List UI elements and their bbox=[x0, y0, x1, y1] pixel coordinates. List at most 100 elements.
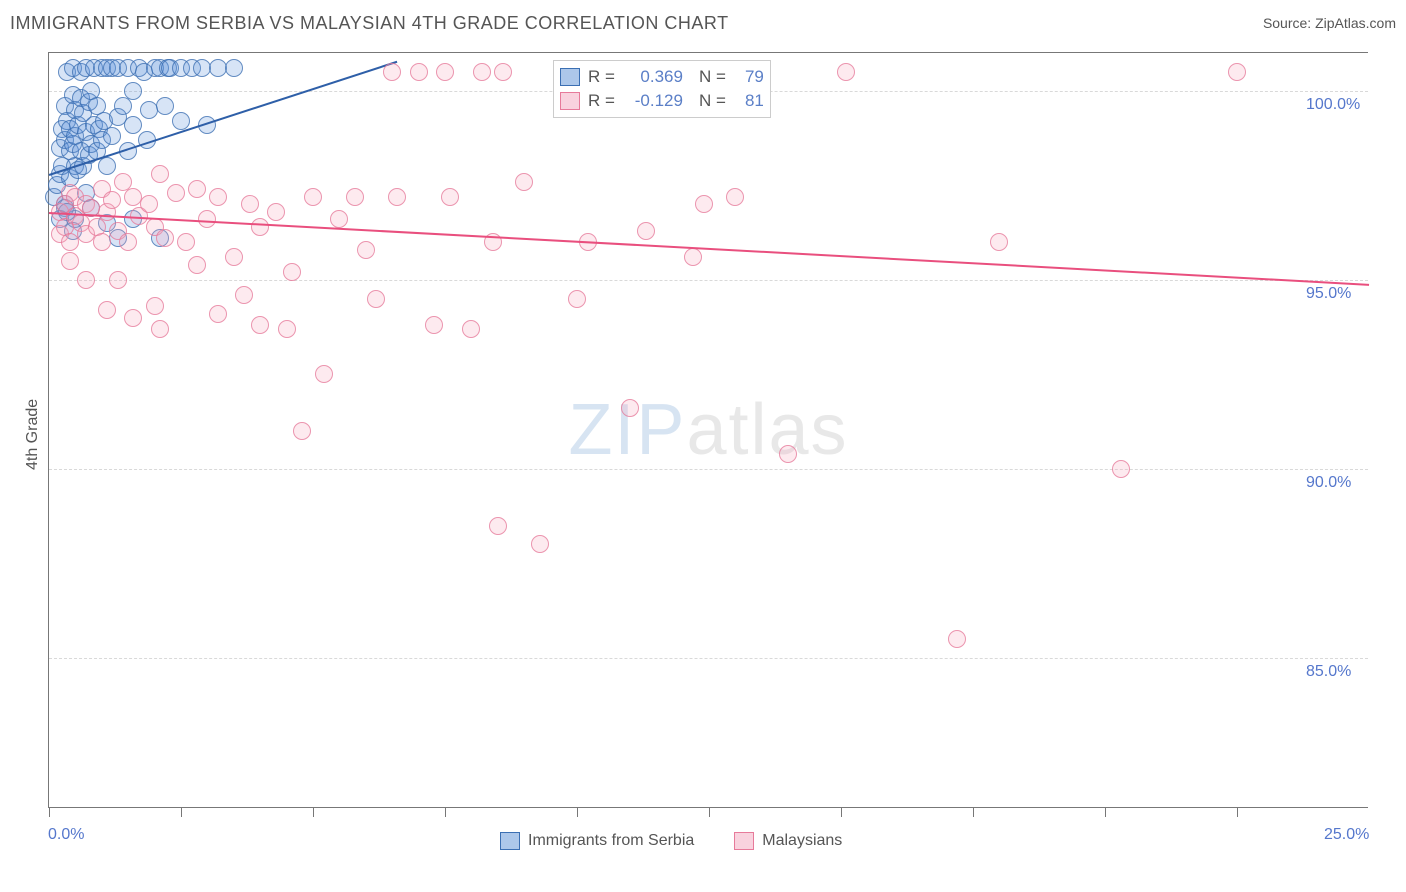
y-tick-label: 95.0% bbox=[1306, 285, 1351, 303]
data-point bbox=[167, 184, 185, 202]
data-point bbox=[383, 63, 401, 81]
data-point bbox=[990, 233, 1008, 251]
r-value: 0.369 bbox=[623, 67, 683, 87]
data-point bbox=[225, 59, 243, 77]
data-point bbox=[1112, 460, 1130, 478]
header: IMMIGRANTS FROM SERBIA VS MALAYSIAN 4TH … bbox=[0, 0, 1406, 46]
data-point bbox=[837, 63, 855, 81]
chart-title: IMMIGRANTS FROM SERBIA VS MALAYSIAN 4TH … bbox=[10, 13, 729, 34]
data-point bbox=[367, 290, 385, 308]
data-point bbox=[188, 256, 206, 274]
data-point bbox=[283, 263, 301, 281]
correlation-row: R = 0.369 N = 79 bbox=[560, 65, 764, 89]
data-point bbox=[98, 301, 116, 319]
r-value: -0.129 bbox=[623, 91, 683, 111]
x-tick bbox=[313, 807, 314, 817]
data-point bbox=[241, 195, 259, 213]
data-point bbox=[304, 188, 322, 206]
data-point bbox=[124, 82, 142, 100]
data-point bbox=[315, 365, 333, 383]
data-point bbox=[425, 316, 443, 334]
data-point bbox=[695, 195, 713, 213]
data-point bbox=[473, 63, 491, 81]
data-point bbox=[293, 422, 311, 440]
data-point bbox=[515, 173, 533, 191]
data-point bbox=[346, 188, 364, 206]
data-point bbox=[278, 320, 296, 338]
x-tick bbox=[1105, 807, 1106, 817]
data-point bbox=[156, 97, 174, 115]
data-point bbox=[494, 63, 512, 81]
y-tick-label: 100.0% bbox=[1306, 96, 1360, 114]
data-point bbox=[330, 210, 348, 228]
x-tick bbox=[841, 807, 842, 817]
x-tick bbox=[709, 807, 710, 817]
data-point bbox=[146, 297, 164, 315]
n-value: 81 bbox=[734, 91, 764, 111]
legend-swatch bbox=[560, 68, 580, 86]
data-point bbox=[489, 517, 507, 535]
x-tick bbox=[49, 807, 50, 817]
x-tick bbox=[1237, 807, 1238, 817]
data-point bbox=[103, 127, 121, 145]
data-point bbox=[684, 248, 702, 266]
legend-swatch bbox=[734, 832, 754, 850]
x-tick bbox=[181, 807, 182, 817]
data-point bbox=[225, 248, 243, 266]
y-axis-title: 4th Grade bbox=[24, 399, 42, 470]
correlation-row: R =-0.129N =81 bbox=[560, 89, 764, 113]
r-label: R = bbox=[588, 91, 615, 111]
data-point bbox=[948, 630, 966, 648]
data-point bbox=[109, 271, 127, 289]
data-point bbox=[151, 165, 169, 183]
x-tick-label: 0.0% bbox=[48, 826, 84, 844]
x-tick-label: 25.0% bbox=[1324, 826, 1369, 844]
data-point bbox=[61, 252, 79, 270]
data-point bbox=[621, 399, 639, 417]
source-label: Source: ZipAtlas.com bbox=[1263, 15, 1396, 31]
data-point bbox=[188, 180, 206, 198]
data-point bbox=[441, 188, 459, 206]
data-point bbox=[77, 271, 95, 289]
trend-line bbox=[49, 212, 1369, 286]
data-point bbox=[114, 97, 132, 115]
r-label: R = bbox=[588, 67, 615, 87]
data-point bbox=[568, 290, 586, 308]
data-point bbox=[177, 233, 195, 251]
n-value: 79 bbox=[734, 67, 764, 87]
watermark: ZIPatlas bbox=[568, 389, 848, 471]
data-point bbox=[124, 116, 142, 134]
data-point bbox=[235, 286, 253, 304]
legend-item: Malaysians bbox=[734, 832, 842, 850]
data-point bbox=[156, 229, 174, 247]
gridline bbox=[49, 469, 1368, 470]
data-point bbox=[388, 188, 406, 206]
legend-swatch bbox=[500, 832, 520, 850]
x-tick bbox=[445, 807, 446, 817]
data-point bbox=[172, 112, 190, 130]
data-point bbox=[436, 63, 454, 81]
data-point bbox=[103, 191, 121, 209]
y-tick-label: 85.0% bbox=[1306, 663, 1351, 681]
gridline bbox=[49, 658, 1368, 659]
y-tick-label: 90.0% bbox=[1306, 474, 1351, 492]
data-point bbox=[140, 195, 158, 213]
legend-label: Immigrants from Serbia bbox=[528, 832, 694, 849]
data-point bbox=[410, 63, 428, 81]
correlation-legend: R = 0.369 N = 79R = -0.129 N = 81 bbox=[553, 60, 771, 118]
data-point bbox=[209, 188, 227, 206]
data-point bbox=[726, 188, 744, 206]
data-point bbox=[119, 233, 137, 251]
watermark-part2: atlas bbox=[686, 390, 848, 470]
x-tick bbox=[577, 807, 578, 817]
legend-swatch bbox=[560, 92, 580, 110]
data-point bbox=[98, 157, 116, 175]
data-point bbox=[779, 445, 797, 463]
data-point bbox=[93, 233, 111, 251]
data-point bbox=[209, 305, 227, 323]
legend-label: Malaysians bbox=[762, 832, 842, 849]
data-point bbox=[357, 241, 375, 259]
n-label: N = bbox=[699, 67, 726, 87]
data-point bbox=[151, 320, 169, 338]
data-point bbox=[531, 535, 549, 553]
